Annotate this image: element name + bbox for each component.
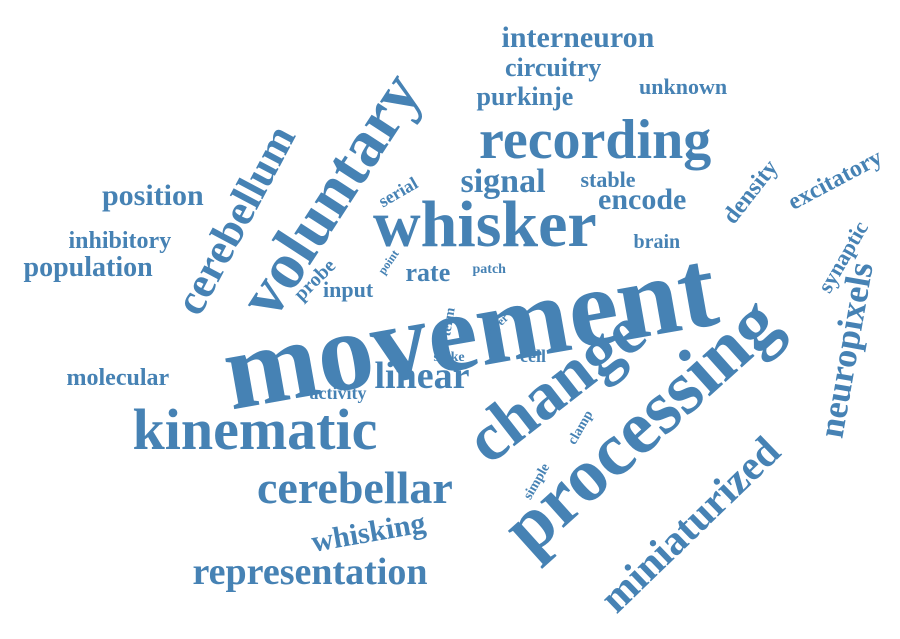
word-cerebellar: cerebellar [257, 462, 453, 513]
word-inhibitory: inhibitory [68, 228, 172, 254]
word-excitatory: excitatory [783, 144, 887, 216]
word-recording: recording [479, 109, 712, 171]
word-density: density [717, 155, 784, 229]
word-population: population [23, 252, 153, 283]
word-spike: spike [433, 350, 465, 365]
word-rate: rate [405, 258, 451, 287]
word-input: input [323, 277, 374, 302]
word-activity: activity [309, 383, 367, 403]
word-unknown: unknown [639, 74, 728, 99]
word-cell: cell [520, 346, 546, 366]
word-patch: patch [472, 262, 506, 277]
word-encode: encode [598, 183, 687, 216]
word-brain: brain [633, 231, 681, 253]
word-representation: representation [192, 551, 428, 593]
word-stable: stable [580, 167, 636, 192]
word-molecular: molecular [66, 365, 170, 391]
word-interneuron: interneuron [501, 21, 655, 54]
word-circuitry: circuitry [505, 53, 602, 82]
word-purkinje: purkinje [476, 82, 574, 111]
word-linear: linear [374, 355, 470, 397]
word-whisker: whisker [373, 188, 597, 261]
word-position: position [102, 179, 204, 212]
word-kinematic: kinematic [132, 397, 378, 462]
word-signal: signal [460, 163, 546, 200]
